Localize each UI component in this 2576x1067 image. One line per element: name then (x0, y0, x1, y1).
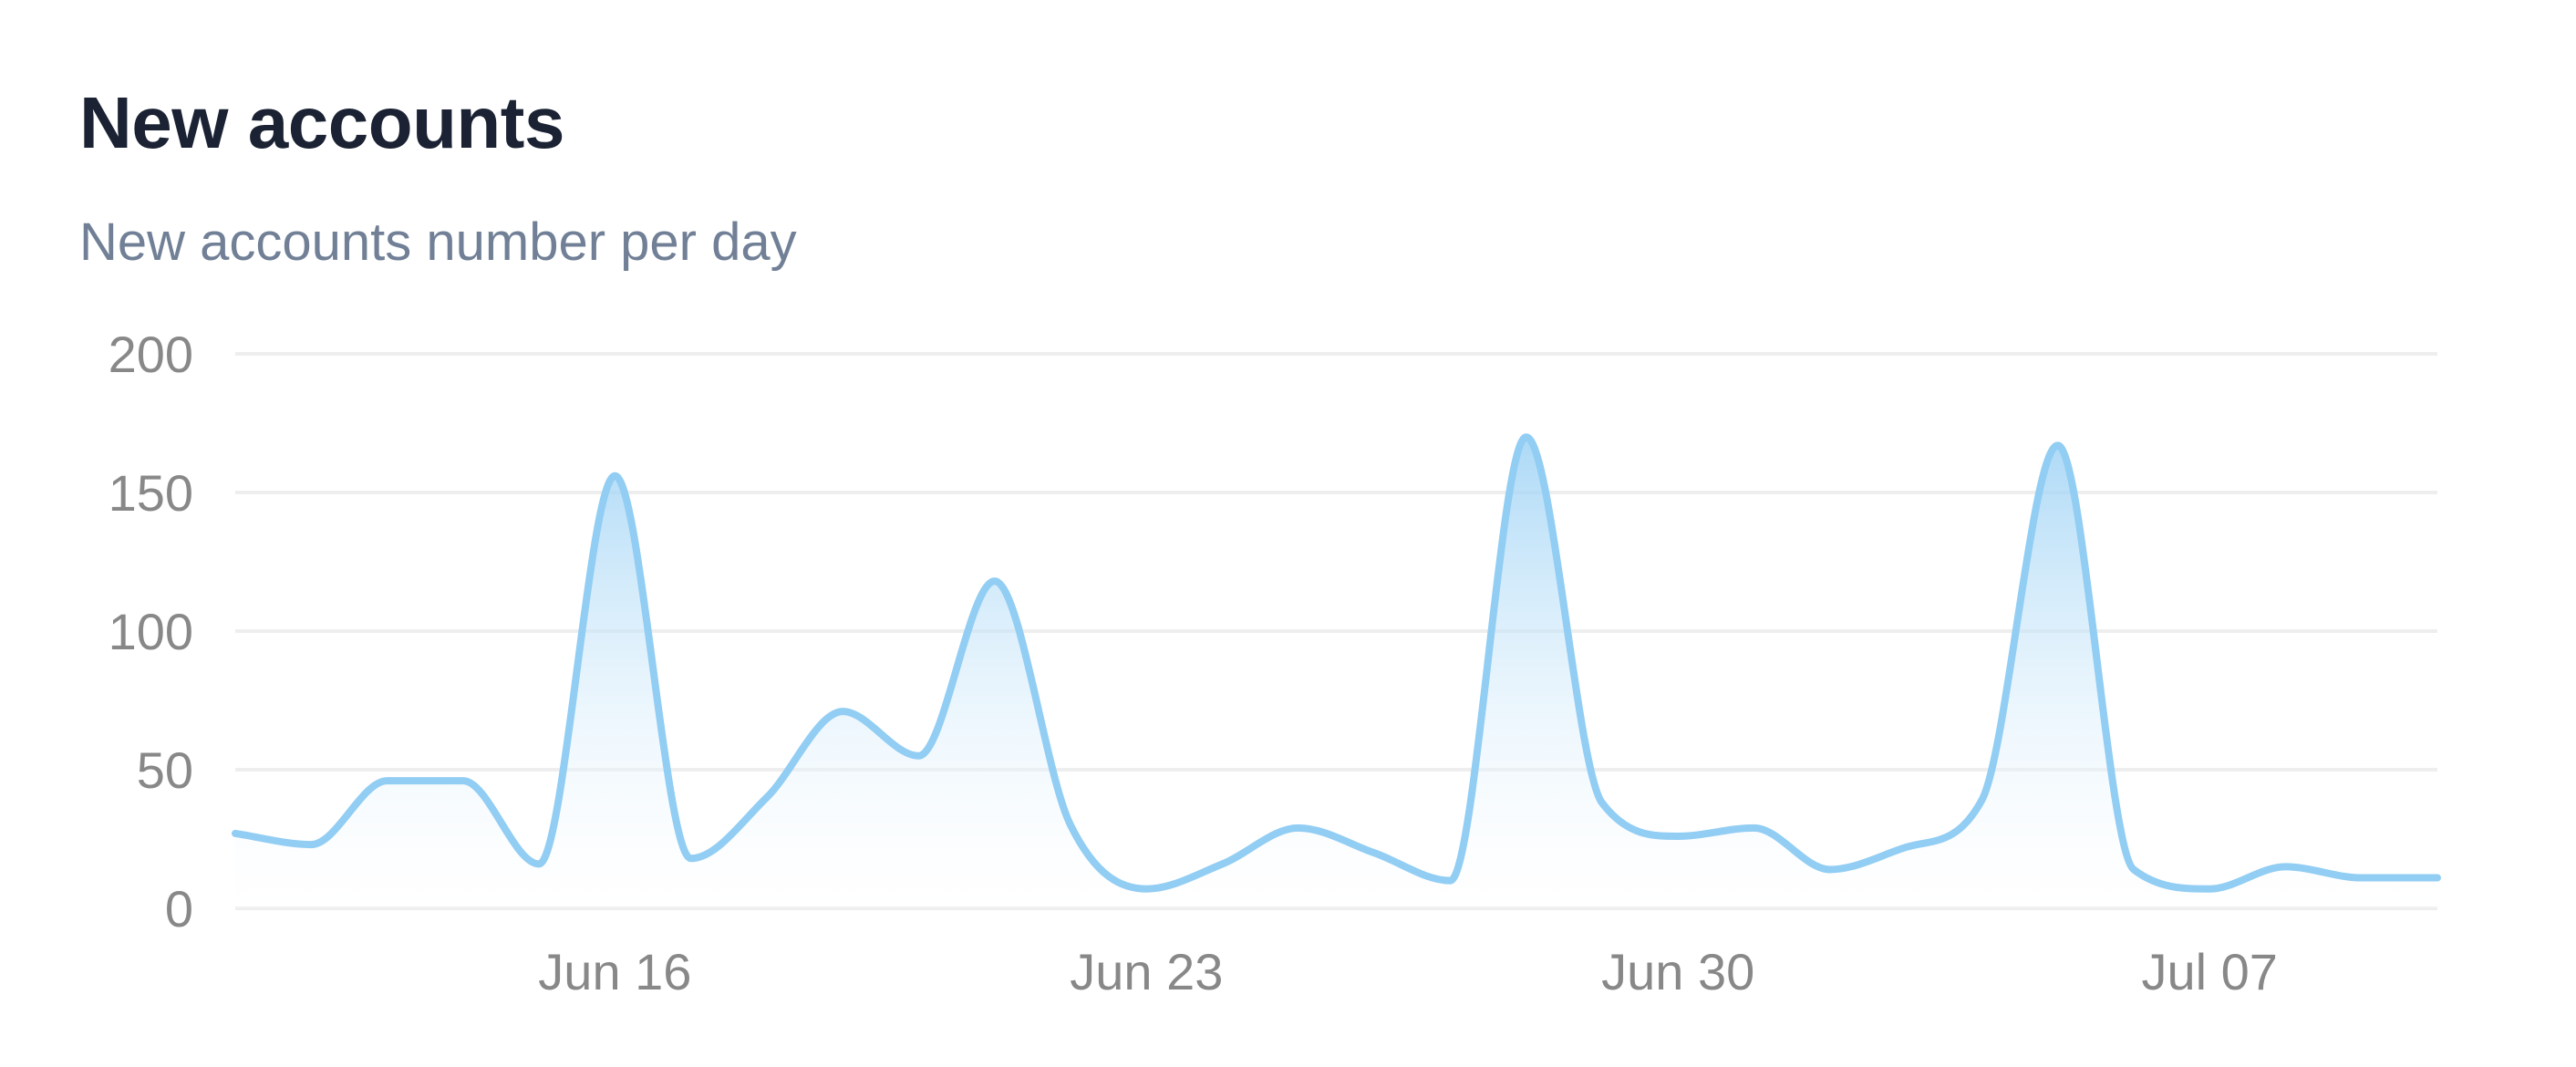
y-tick-label: 0 (165, 880, 193, 938)
data-point-2024-06-16[interactable] (609, 471, 620, 482)
y-axis-ticks: 0 50 100 150 200 (109, 326, 193, 938)
data-point-2024-07-04[interactable] (1976, 794, 1987, 805)
data-point-2024-06-29[interactable] (1597, 797, 1608, 808)
data-point-2024-06-26[interactable] (1369, 847, 1380, 858)
data-point-2024-06-28[interactable] (1521, 431, 1532, 442)
data-point-2024-06-13[interactable] (382, 775, 393, 786)
data-point-2024-06-14[interactable] (458, 775, 469, 786)
x-tick-label: Jun 16 (538, 943, 691, 1000)
x-tick-label: Jun 30 (1601, 943, 1754, 1000)
data-point-2024-07-01[interactable] (1749, 823, 1760, 834)
data-point-2024-06-25[interactable] (1293, 823, 1304, 834)
data-point-2024-06-23[interactable] (1141, 884, 1152, 895)
data-point-2024-07-06[interactable] (2128, 864, 2139, 875)
chart-title: New accounts (79, 82, 564, 163)
data-point-2024-06-30[interactable] (1672, 831, 1683, 842)
data-point-2024-06-11[interactable] (230, 828, 241, 839)
data-point-2024-07-08[interactable] (2280, 861, 2291, 872)
data-point-2024-06-22[interactable] (1065, 820, 1076, 831)
data-point-2024-07-03[interactable] (1900, 842, 1911, 853)
data-point-2024-06-21[interactable] (989, 575, 1000, 586)
series-line (232, 433, 2441, 893)
data-point-2024-07-09[interactable] (2356, 873, 2367, 884)
data-point-2024-06-20[interactable] (913, 751, 924, 761)
data-point-2024-06-17[interactable] (686, 853, 697, 864)
data-point-2024-07-10[interactable] (2432, 873, 2443, 884)
data-point-2024-06-18[interactable] (761, 792, 772, 803)
series-layer (232, 433, 2441, 908)
data-point-2024-07-02[interactable] (1825, 864, 1836, 875)
data-point-2024-07-05[interactable] (2053, 440, 2064, 451)
data-point-2024-06-27[interactable] (1444, 875, 1455, 886)
x-tick-label: Jun 23 (1070, 943, 1223, 1000)
data-point-2024-06-19[interactable] (837, 706, 848, 717)
y-tick-label: 150 (109, 464, 193, 522)
data-point-2024-06-12[interactable] (305, 839, 316, 850)
y-tick-label: 100 (109, 603, 193, 660)
x-axis-ticks: Jun 16 Jun 23 Jun 30 Jul 07 (538, 943, 2278, 1000)
y-tick-label: 200 (109, 326, 193, 383)
data-point-2024-06-15[interactable] (533, 858, 544, 869)
series-area-fill (235, 437, 2437, 908)
chart-subtitle: New accounts number per day (79, 212, 797, 272)
x-tick-label: Jul 07 (2141, 943, 2277, 1000)
data-point-2024-07-07[interactable] (2204, 884, 2215, 895)
data-point-2024-06-24[interactable] (1217, 858, 1228, 869)
y-tick-label: 50 (137, 741, 193, 799)
